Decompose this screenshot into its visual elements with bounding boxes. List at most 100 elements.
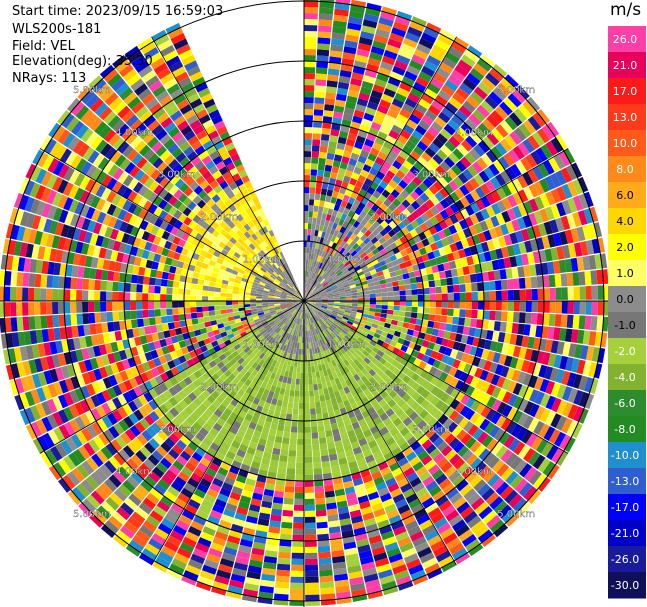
gate-cell-897: [443, 183, 454, 195]
gate-cell-720: [328, 269, 334, 276]
gate-cell-1341: [392, 281, 399, 287]
gate-cell-1926: [518, 384, 529, 398]
gate-cell-2225: [447, 421, 458, 433]
gate-cell-225: [330, 171, 338, 180]
gate-cell-274: [333, 185, 341, 193]
gate-cell-762: [496, 82, 511, 97]
gate-cell-1078: [341, 279, 348, 284]
gate-cell-3042: [304, 498, 315, 505]
gate-cell-728: [360, 234, 368, 242]
gate-cell-1194: [421, 253, 430, 262]
gate-cell-1015: [535, 147, 548, 162]
gate-cell-840: [411, 200, 421, 210]
gate-cell-1789: [326, 307, 333, 311]
gate-cell-1445: [405, 289, 412, 296]
gate-cell-1117: [549, 173, 562, 188]
gate-cell-3127: [293, 396, 299, 403]
gate-cell-1775: [541, 352, 551, 366]
gate-cell-1432: [327, 297, 334, 300]
gate-cell-2324: [421, 424, 432, 435]
gate-cell-1110: [512, 192, 523, 205]
gate-cell-280: [342, 150, 352, 159]
gate-cell-3049: [305, 540, 317, 547]
gate-cell-758: [480, 100, 495, 114]
gate-cell-1868: [483, 360, 493, 372]
gate-cell-4514: [142, 309, 149, 318]
gate-cell-1731: [586, 346, 595, 361]
gate-cell-98: [318, 13, 333, 21]
gate-cell-1916: [463, 363, 472, 374]
gate-cell-1121: [571, 162, 583, 178]
gate-cell-1234: [361, 280, 368, 286]
gate-cell-1190: [399, 262, 407, 270]
gate-cell-2976: [310, 408, 316, 415]
gate-cell-1289: [385, 277, 392, 284]
gate-cell-2121: [450, 399, 460, 410]
gate-cell-2033: [533, 420, 545, 435]
gate-cell-1030: [356, 268, 363, 274]
gate-cell-2318: [396, 398, 406, 408]
gate-cell-2271: [419, 409, 429, 420]
gate-cell-2973: [309, 390, 314, 397]
gate-cell-1066: [543, 160, 555, 175]
gate-cell-127: [319, 145, 328, 153]
gate-cell-426: [347, 196, 356, 205]
gate-cell-1172: [578, 176, 589, 193]
gate-cell-939: [405, 223, 415, 232]
gate-cell-891: [415, 206, 425, 216]
gate-cell-2101: [352, 333, 360, 340]
gate-cell-675: [349, 240, 356, 248]
gate-cell-1179: [337, 285, 344, 290]
gate-cell-1924: [507, 380, 517, 393]
gate-cell-414: [318, 262, 323, 269]
gate-cell-710: [481, 77, 496, 91]
gate-cell-602: [438, 89, 452, 102]
gate-cell-1932: [551, 397, 562, 413]
gate-cell-1512: [501, 290, 508, 301]
gate-cell-234: [341, 119, 352, 127]
gate-cell-1000: [460, 196, 470, 208]
gate-cell-828: [357, 248, 365, 256]
gate-cell-2928: [317, 425, 325, 433]
gate-cell-1134: [369, 269, 377, 275]
gate-cell-1754: [420, 325, 428, 334]
gate-cell-790: [410, 190, 420, 201]
gate-cell-1880: [550, 382, 561, 397]
gate-cell-554: [436, 67, 451, 79]
gate-cell-2967: [307, 354, 311, 361]
gate-cell-130: [321, 128, 331, 135]
gate-cell-1157: [495, 213, 506, 225]
gate-cell-1817: [486, 350, 496, 362]
gate-cell-910: [504, 134, 517, 149]
gate-cell-1622: [548, 313, 556, 327]
gate-cell-4654: [220, 292, 227, 297]
gate-cell-4452: [208, 310, 216, 316]
gate-cell-1313: [524, 240, 533, 253]
gate-cell-1676: [564, 328, 573, 343]
gate-cell-2932: [320, 449, 329, 457]
gate-cell-2985: [313, 462, 322, 469]
gate-cell-26: [304, 139, 312, 146]
gate-cell-17: [304, 193, 310, 200]
gate-cell-147: [332, 26, 346, 35]
gate-cell-96: [318, 25, 332, 33]
gate-cell-3145: [282, 504, 294, 511]
gate-cell-331: [350, 152, 360, 161]
gate-cell-2344: [501, 508, 517, 524]
gate-cell-1185: [371, 273, 379, 279]
gate-cell-3039: [304, 480, 314, 487]
gate-cell-1344: [409, 277, 417, 284]
gate-cell-553: [433, 72, 447, 84]
gate-cell-2159: [383, 361, 392, 369]
gate-cell-3037: [304, 468, 314, 475]
gate-cell-2120: [445, 395, 455, 407]
gate-cell-925: [338, 272, 345, 278]
gate-cell-1384: [345, 293, 352, 297]
gate-cell-2158: [378, 357, 387, 365]
gate-cell-539: [391, 145, 402, 155]
gate-cell-1196: [432, 249, 441, 258]
gate-cell-880: [364, 248, 372, 255]
gate-cell-3094: [293, 504, 304, 511]
gate-cell-1861: [444, 347, 453, 357]
gate-cell-1440: [375, 292, 382, 297]
